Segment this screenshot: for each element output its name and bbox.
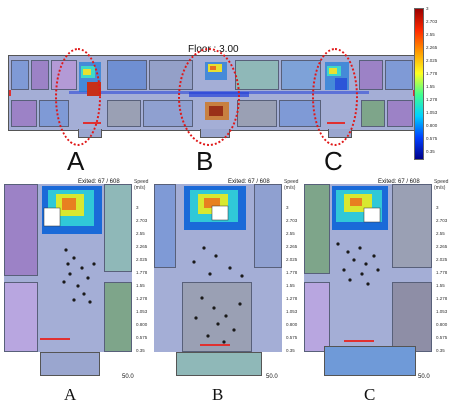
- speed-tick: 2.025: [436, 257, 448, 262]
- colorbar-tick: 1.278: [426, 97, 438, 102]
- crowd-heatmap: [40, 186, 102, 340]
- speed-tick: 2.025: [286, 257, 298, 262]
- speed-tick: 0.800: [436, 322, 448, 327]
- speed-tick: 1.053: [136, 309, 148, 314]
- room: [387, 100, 413, 127]
- colorbar-tick: 2.265: [426, 45, 438, 50]
- speed-header: Speed (m/s): [134, 179, 149, 191]
- room: [104, 184, 132, 272]
- exited-counter: Exited: 67 / 608: [378, 179, 420, 185]
- room: [11, 60, 29, 90]
- panel-caption-c: C: [364, 385, 376, 404]
- speed-tick: 0.35: [286, 348, 295, 353]
- speed-tick: 3: [286, 205, 289, 210]
- panel-caption-b: B: [212, 385, 224, 404]
- stair-landing: [40, 352, 100, 376]
- colorbar-tick: 2.55: [426, 32, 435, 37]
- speed-colorbar: [414, 8, 424, 160]
- colorbar-tick: 2.025: [426, 58, 438, 63]
- room: [254, 184, 282, 268]
- crowd-heatmap: [184, 186, 246, 346]
- speed-tick: 3: [136, 205, 139, 210]
- zone-ellipse-c: [312, 48, 358, 146]
- speed-tick: 0.35: [436, 348, 445, 353]
- colorbar-tick: 1.778: [426, 71, 438, 76]
- sim-time: 50.0: [122, 374, 134, 380]
- speed-tick: 0.575: [436, 335, 448, 340]
- room: [237, 100, 277, 127]
- room: [104, 282, 132, 352]
- speed-tick: 2.55: [286, 231, 295, 236]
- colorbar-tick: 1.053: [426, 110, 438, 115]
- exit-door: [9, 90, 11, 96]
- colorbar-tick: 0.800: [426, 123, 438, 128]
- speed-tick: 1.55: [286, 283, 295, 288]
- room: [154, 184, 176, 268]
- panel-caption-a: A: [64, 385, 77, 404]
- speed-tick: 2.025: [136, 257, 148, 262]
- speed-tick: 0.575: [136, 335, 148, 340]
- exited-counter: Exited: 67 / 608: [228, 179, 270, 185]
- speed-tick: 0.35: [136, 348, 145, 353]
- speed-tick: 1.278: [286, 296, 298, 301]
- room: [235, 60, 279, 90]
- room: [11, 100, 37, 127]
- speed-tick: 1.778: [136, 270, 148, 275]
- stair-landing: [176, 352, 262, 376]
- panel-b: Exited: 67 / 608 Speed (m/s) 3 2.703 2.5…: [154, 178, 300, 381]
- colorbar-tick: 3: [426, 6, 429, 11]
- speed-tick: 0.800: [136, 322, 148, 327]
- speed-tick: 2.265: [436, 244, 448, 249]
- sim-time: 50.0: [266, 374, 278, 380]
- speed-tick: 0.575: [286, 335, 298, 340]
- exited-counter: Exited: 67 / 608: [78, 179, 120, 185]
- room: [359, 60, 383, 90]
- crowd-heatmap: [332, 186, 388, 342]
- room: [392, 282, 432, 352]
- speed-tick: 2.703: [436, 218, 448, 223]
- sim-time: 50.0: [418, 374, 430, 380]
- room: [4, 282, 38, 352]
- panel-a: Exited: 67 / 608 Speed (m/s) 3 2.703 2.5…: [4, 178, 150, 381]
- zone-label-c: C: [324, 146, 343, 176]
- room: [4, 184, 38, 276]
- panel-c: Exited: 67 / 608 Speed (m/s) 3 2.703 2.5…: [304, 178, 450, 381]
- speed-tick: 2.703: [286, 218, 298, 223]
- zone-label-b: B: [196, 146, 214, 176]
- speed-tick: 1.053: [436, 309, 448, 314]
- room: [31, 60, 49, 90]
- speed-tick: 1.053: [286, 309, 298, 314]
- speed-tick: 2.265: [136, 244, 148, 249]
- room: [107, 100, 141, 127]
- speed-tick: 2.703: [136, 218, 148, 223]
- speed-tick: 1.778: [286, 270, 298, 275]
- room: [182, 282, 252, 352]
- stair-landing: [324, 346, 416, 376]
- room: [361, 100, 385, 127]
- zone-ellipse-b: [178, 48, 240, 146]
- speed-tick: 2.55: [136, 231, 145, 236]
- colorbar-tick: 0.575: [426, 136, 438, 141]
- zone-ellipse-a: [55, 48, 101, 146]
- room: [107, 60, 147, 90]
- speed-tick: 2.265: [286, 244, 298, 249]
- speed-tick: 1.278: [436, 296, 448, 301]
- speed-header: Speed (m/s): [284, 179, 299, 191]
- speed-tick: 1.778: [436, 270, 448, 275]
- room: [392, 184, 432, 268]
- speed-tick: 1.55: [136, 283, 145, 288]
- colorbar-tick: 1.55: [426, 84, 435, 89]
- room: [385, 60, 413, 90]
- speed-tick: 0.800: [286, 322, 298, 327]
- speed-tick: 3: [436, 205, 439, 210]
- speed-header: Speed (m/s): [434, 179, 449, 191]
- zone-label-a: A: [67, 146, 85, 176]
- colorbar-tick: 2.703: [426, 19, 438, 24]
- speed-tick: 1.55: [436, 283, 445, 288]
- colorbar-tick: 0.35: [426, 149, 435, 154]
- room: [304, 184, 330, 274]
- speed-tick: 1.278: [136, 296, 148, 301]
- speed-tick: 2.55: [436, 231, 445, 236]
- room: [304, 282, 330, 352]
